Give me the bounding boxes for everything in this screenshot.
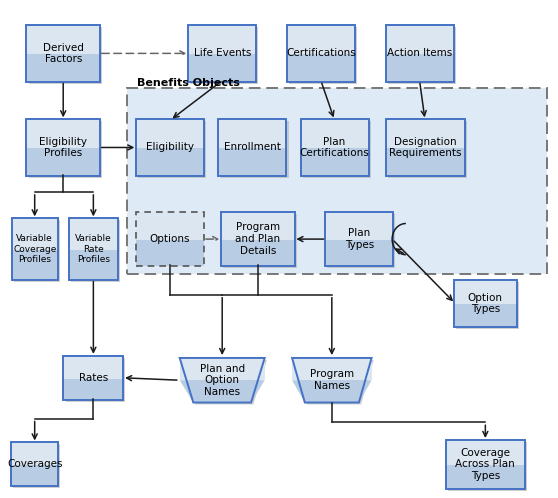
FancyBboxPatch shape	[287, 25, 355, 54]
FancyBboxPatch shape	[325, 238, 393, 266]
FancyBboxPatch shape	[69, 218, 118, 250]
Text: Plan and
Option
Names: Plan and Option Names	[200, 364, 245, 397]
Text: Eligibility
Profiles: Eligibility Profiles	[39, 136, 87, 158]
FancyBboxPatch shape	[446, 464, 525, 489]
Text: Derived
Factors: Derived Factors	[43, 43, 84, 64]
Polygon shape	[292, 358, 372, 380]
FancyBboxPatch shape	[388, 121, 466, 178]
Text: Variable
Coverage
Profiles: Variable Coverage Profiles	[13, 234, 56, 264]
FancyBboxPatch shape	[64, 356, 123, 379]
Text: Variable
Rate
Profiles: Variable Rate Profiles	[75, 234, 112, 264]
FancyBboxPatch shape	[69, 248, 118, 280]
Text: Designation
Requirements: Designation Requirements	[389, 136, 461, 158]
FancyBboxPatch shape	[218, 119, 286, 148]
FancyBboxPatch shape	[454, 302, 517, 327]
Text: Coverage
Across Plan
Types: Coverage Across Plan Types	[455, 448, 515, 481]
FancyBboxPatch shape	[454, 280, 517, 304]
FancyBboxPatch shape	[12, 248, 57, 280]
Text: Plan
Certifications: Plan Certifications	[300, 136, 369, 158]
FancyBboxPatch shape	[221, 212, 295, 240]
FancyBboxPatch shape	[388, 27, 456, 84]
Text: Plan
Types: Plan Types	[345, 228, 374, 250]
FancyBboxPatch shape	[221, 238, 295, 266]
FancyBboxPatch shape	[26, 25, 100, 54]
FancyBboxPatch shape	[218, 146, 286, 176]
FancyBboxPatch shape	[448, 442, 527, 491]
FancyBboxPatch shape	[190, 27, 258, 84]
FancyBboxPatch shape	[188, 52, 256, 82]
FancyBboxPatch shape	[301, 146, 369, 176]
FancyBboxPatch shape	[301, 119, 369, 148]
Text: Coverages: Coverages	[7, 460, 62, 470]
FancyBboxPatch shape	[386, 52, 454, 82]
FancyBboxPatch shape	[71, 220, 120, 282]
Text: Life Events: Life Events	[194, 48, 251, 58]
FancyBboxPatch shape	[136, 119, 204, 148]
FancyBboxPatch shape	[456, 282, 519, 329]
FancyBboxPatch shape	[26, 146, 100, 176]
FancyBboxPatch shape	[138, 121, 206, 178]
FancyBboxPatch shape	[12, 218, 57, 250]
Text: Benefits Objects: Benefits Objects	[137, 78, 239, 88]
Polygon shape	[180, 380, 264, 402]
FancyBboxPatch shape	[287, 52, 355, 82]
FancyBboxPatch shape	[386, 146, 464, 176]
FancyBboxPatch shape	[11, 442, 58, 466]
FancyBboxPatch shape	[136, 146, 204, 176]
FancyBboxPatch shape	[26, 52, 100, 82]
Polygon shape	[182, 360, 267, 404]
Text: Eligibility: Eligibility	[146, 142, 194, 152]
FancyBboxPatch shape	[386, 25, 454, 54]
FancyBboxPatch shape	[303, 121, 371, 178]
FancyBboxPatch shape	[188, 25, 256, 54]
Text: Certifications: Certifications	[286, 48, 356, 58]
FancyBboxPatch shape	[28, 27, 102, 84]
FancyBboxPatch shape	[328, 214, 396, 268]
FancyBboxPatch shape	[11, 464, 58, 487]
FancyBboxPatch shape	[14, 220, 60, 282]
Polygon shape	[180, 358, 264, 380]
FancyBboxPatch shape	[136, 238, 204, 266]
Text: Program
and Plan
Details: Program and Plan Details	[235, 223, 280, 255]
FancyBboxPatch shape	[13, 444, 60, 489]
FancyBboxPatch shape	[136, 212, 204, 240]
FancyBboxPatch shape	[446, 440, 525, 466]
Text: Program
Names: Program Names	[310, 370, 354, 391]
FancyBboxPatch shape	[127, 88, 547, 274]
Text: Action Items: Action Items	[387, 48, 452, 58]
Polygon shape	[292, 380, 372, 402]
Text: Options: Options	[150, 234, 190, 244]
Text: Rates: Rates	[79, 373, 108, 383]
FancyBboxPatch shape	[26, 119, 100, 148]
FancyBboxPatch shape	[223, 214, 297, 268]
FancyBboxPatch shape	[28, 121, 102, 178]
FancyBboxPatch shape	[386, 119, 464, 148]
FancyBboxPatch shape	[64, 377, 123, 400]
Polygon shape	[294, 360, 374, 404]
FancyBboxPatch shape	[66, 358, 126, 402]
Text: Enrollment: Enrollment	[224, 142, 281, 152]
Text: Option
Types: Option Types	[468, 293, 503, 314]
FancyBboxPatch shape	[220, 121, 288, 178]
FancyBboxPatch shape	[289, 27, 357, 84]
FancyBboxPatch shape	[325, 212, 393, 240]
